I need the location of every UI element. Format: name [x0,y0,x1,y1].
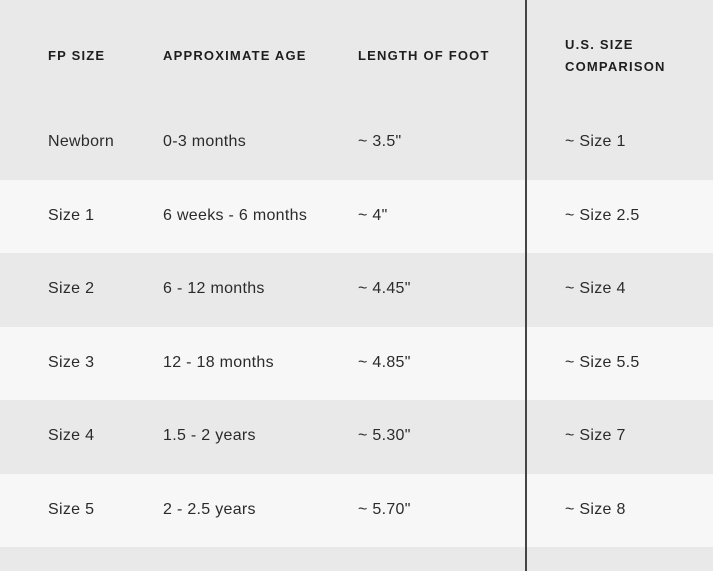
cell-foot-length: ~ 4.85" [358,353,411,371]
table-row: Size 5 2 - 2.5 years ~ 5.70" ~ Size 8 [0,473,713,547]
cell-us-size: ~ Size 1 [565,133,626,151]
cell-us-size: ~ Size 5.5 [565,353,640,371]
cell-age: 6 weeks - 6 months [163,206,308,224]
cell-us-size: ~ Size 8 [565,500,626,518]
table-row: Size 4 1.5 - 2 years ~ 5.30" ~ Size 7 [0,400,713,474]
cell-us-size: ~ Size 7 [565,427,626,445]
table-row: Size 2 6 - 12 months ~ 4.45" ~ Size 4 [0,253,713,327]
cell-age: 1.5 - 2 years [163,427,256,445]
cell-fp-size: Size 1 [48,206,95,224]
cell-foot-length: ~ 3.5" [358,133,402,151]
cell-age: 6 - 12 months [163,280,265,298]
cell-foot-length: ~ 5.30" [358,427,411,445]
table-row: Size 3 12 - 18 months ~ 4.85" ~ Size 5.5 [0,326,713,400]
cell-foot-length: ~ 4" [358,206,388,224]
header-cell-fp-size: FP SIZE [48,47,106,63]
cell-foot-length: ~ 4.45" [358,280,411,298]
cell-fp-size: Size 4 [48,427,95,445]
cell-us-size: ~ Size 2.5 [565,206,640,224]
cell-us-size: ~ Size 4 [565,280,626,298]
cell-foot-length: ~ 5.70" [358,500,411,518]
header-cell-approximate-age: APPROXIMATE AGE [163,47,307,63]
cell-age: 12 - 18 months [163,353,274,371]
header-cell-us-size-comparison: U.S. SIZE COMPARISON [565,36,666,74]
cell-fp-size: Newborn [48,133,115,151]
header-row: FP SIZE APPROXIMATE AGE LENGTH OF FOOT U… [0,0,713,106]
table-row: Newborn 0-3 months ~ 3.5" ~ Size 1 [0,106,713,180]
cell-fp-size: Size 5 [48,500,95,518]
table-row: Size 1 6 weeks - 6 months ~ 4" ~ Size 2.… [0,179,713,253]
header-cell-length-of-foot: LENGTH OF FOOT [358,47,490,63]
cell-age: 2 - 2.5 years [163,500,256,518]
column-divider-line [525,0,527,571]
cell-fp-size: Size 2 [48,280,95,298]
cell-fp-size: Size 3 [48,353,95,371]
cell-age: 0-3 months [163,133,247,151]
